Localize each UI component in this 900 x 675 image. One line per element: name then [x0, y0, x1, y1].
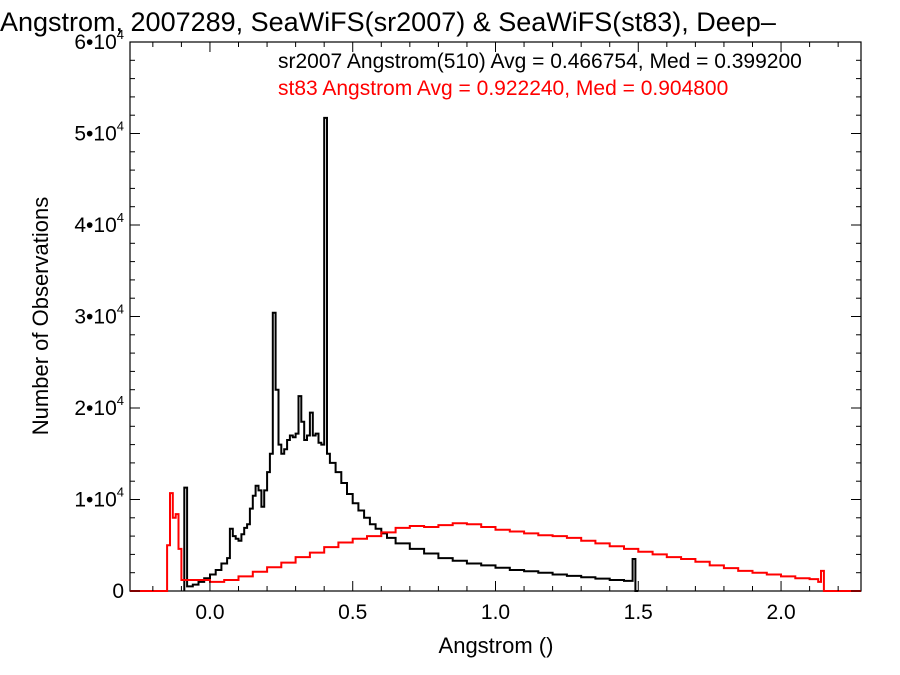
y-tick-label: 4•104 — [74, 210, 124, 237]
y-tick-label: 2•104 — [74, 393, 124, 420]
x-tick-label: 0.5 — [338, 601, 367, 624]
y-tick-label: 6•104 — [74, 27, 124, 54]
y-tick-label-exponent: 4 — [117, 27, 124, 42]
y-tick-label: 0 — [112, 580, 124, 603]
y-tick-label-base: 6•10 — [74, 31, 116, 54]
y-tick-label-base: 1•10 — [74, 489, 116, 512]
x-tick-label: 0.0 — [195, 601, 224, 624]
x-tick-labels: 0.0 0.5 1.0 1.5 2.0 — [195, 601, 795, 624]
series-line-1 — [130, 492, 861, 592]
y-tick-label-exponent: 4 — [117, 210, 124, 225]
y-tick-label-exponent: 4 — [117, 393, 124, 408]
chart-title: Angstrom, 2007289, SeaWiFS(sr2007) & Sea… — [0, 7, 776, 37]
plot-frame — [129, 41, 862, 592]
y-tick-label-base: 2•10 — [74, 397, 116, 420]
y-tick-label-exponent: 4 — [117, 302, 124, 317]
x-tick-label: 1.0 — [481, 601, 510, 624]
series-layer — [130, 116, 861, 592]
y-tick-label-base: 0 — [112, 580, 124, 603]
y-tick-label: 3•104 — [74, 302, 124, 329]
x-tick-label: 2.0 — [766, 601, 795, 624]
annotation-st83: st83 Angstrom Avg = 0.922240, Med = 0.90… — [278, 77, 728, 100]
y-axis-label: Number of Observations — [28, 197, 53, 435]
y-tick-label-base: 4•10 — [74, 214, 116, 237]
y-tick-label-base: 3•10 — [74, 306, 116, 329]
tick-layer — [130, 41, 861, 592]
y-tick-label-base: 5•10 — [74, 123, 116, 146]
x-tick-label: 1.5 — [624, 601, 653, 624]
y-tick-label: 5•104 — [74, 119, 124, 146]
annotation-sr2007: sr2007 Angstrom(510) Avg = 0.466754, Med… — [278, 50, 802, 73]
y-tick-label: 1•104 — [74, 485, 124, 512]
y-tick-label-exponent: 4 — [117, 119, 124, 134]
x-axis-label: Angstrom () — [439, 633, 554, 658]
series-line-0 — [183, 116, 639, 592]
y-tick-label-exponent: 4 — [117, 485, 124, 500]
